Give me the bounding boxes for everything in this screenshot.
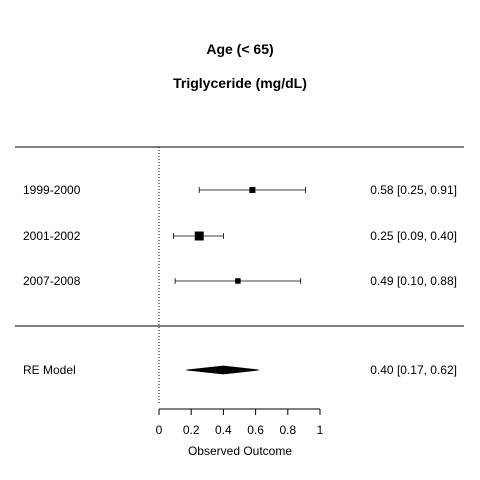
estimate-text: 0.58 [0.25, 0.91] — [370, 183, 457, 197]
summary-label: RE Model — [23, 363, 76, 377]
x-tick-label: 0.4 — [215, 423, 232, 437]
estimate-text: 0.49 [0.10, 0.88] — [370, 274, 457, 288]
x-axis: 0 0.2 0.4 0.6 0.8 1 — [156, 408, 324, 437]
estimate-text: 0.25 [0.09, 0.40] — [370, 229, 457, 243]
summary-diamond — [186, 365, 259, 375]
study-label: 2007-2008 — [23, 274, 81, 288]
study-label: 2001-2002 — [23, 229, 81, 243]
x-tick-label: 0.6 — [247, 423, 264, 437]
x-tick-label: 0.2 — [183, 423, 200, 437]
point-estimate — [249, 186, 256, 194]
x-tick-label: 1 — [317, 423, 324, 437]
point-estimate — [194, 231, 204, 241]
x-tick-label: 0 — [156, 423, 163, 437]
study-label: 1999-2000 — [23, 183, 81, 197]
chart-subtitle: Triglyceride (mg/dL) — [173, 75, 307, 91]
summary-text: 0.40 [0.17, 0.62] — [370, 363, 457, 377]
x-axis-label: Observed Outcome — [188, 444, 292, 458]
chart-title: Age (< 65) — [206, 41, 273, 57]
point-estimate — [235, 278, 241, 284]
x-tick-label: 0.8 — [279, 423, 296, 437]
chart-marks: 1999-2000 0.58 [0.25, 0.91] 2001-2002 0.25 … — [23, 147, 457, 405]
